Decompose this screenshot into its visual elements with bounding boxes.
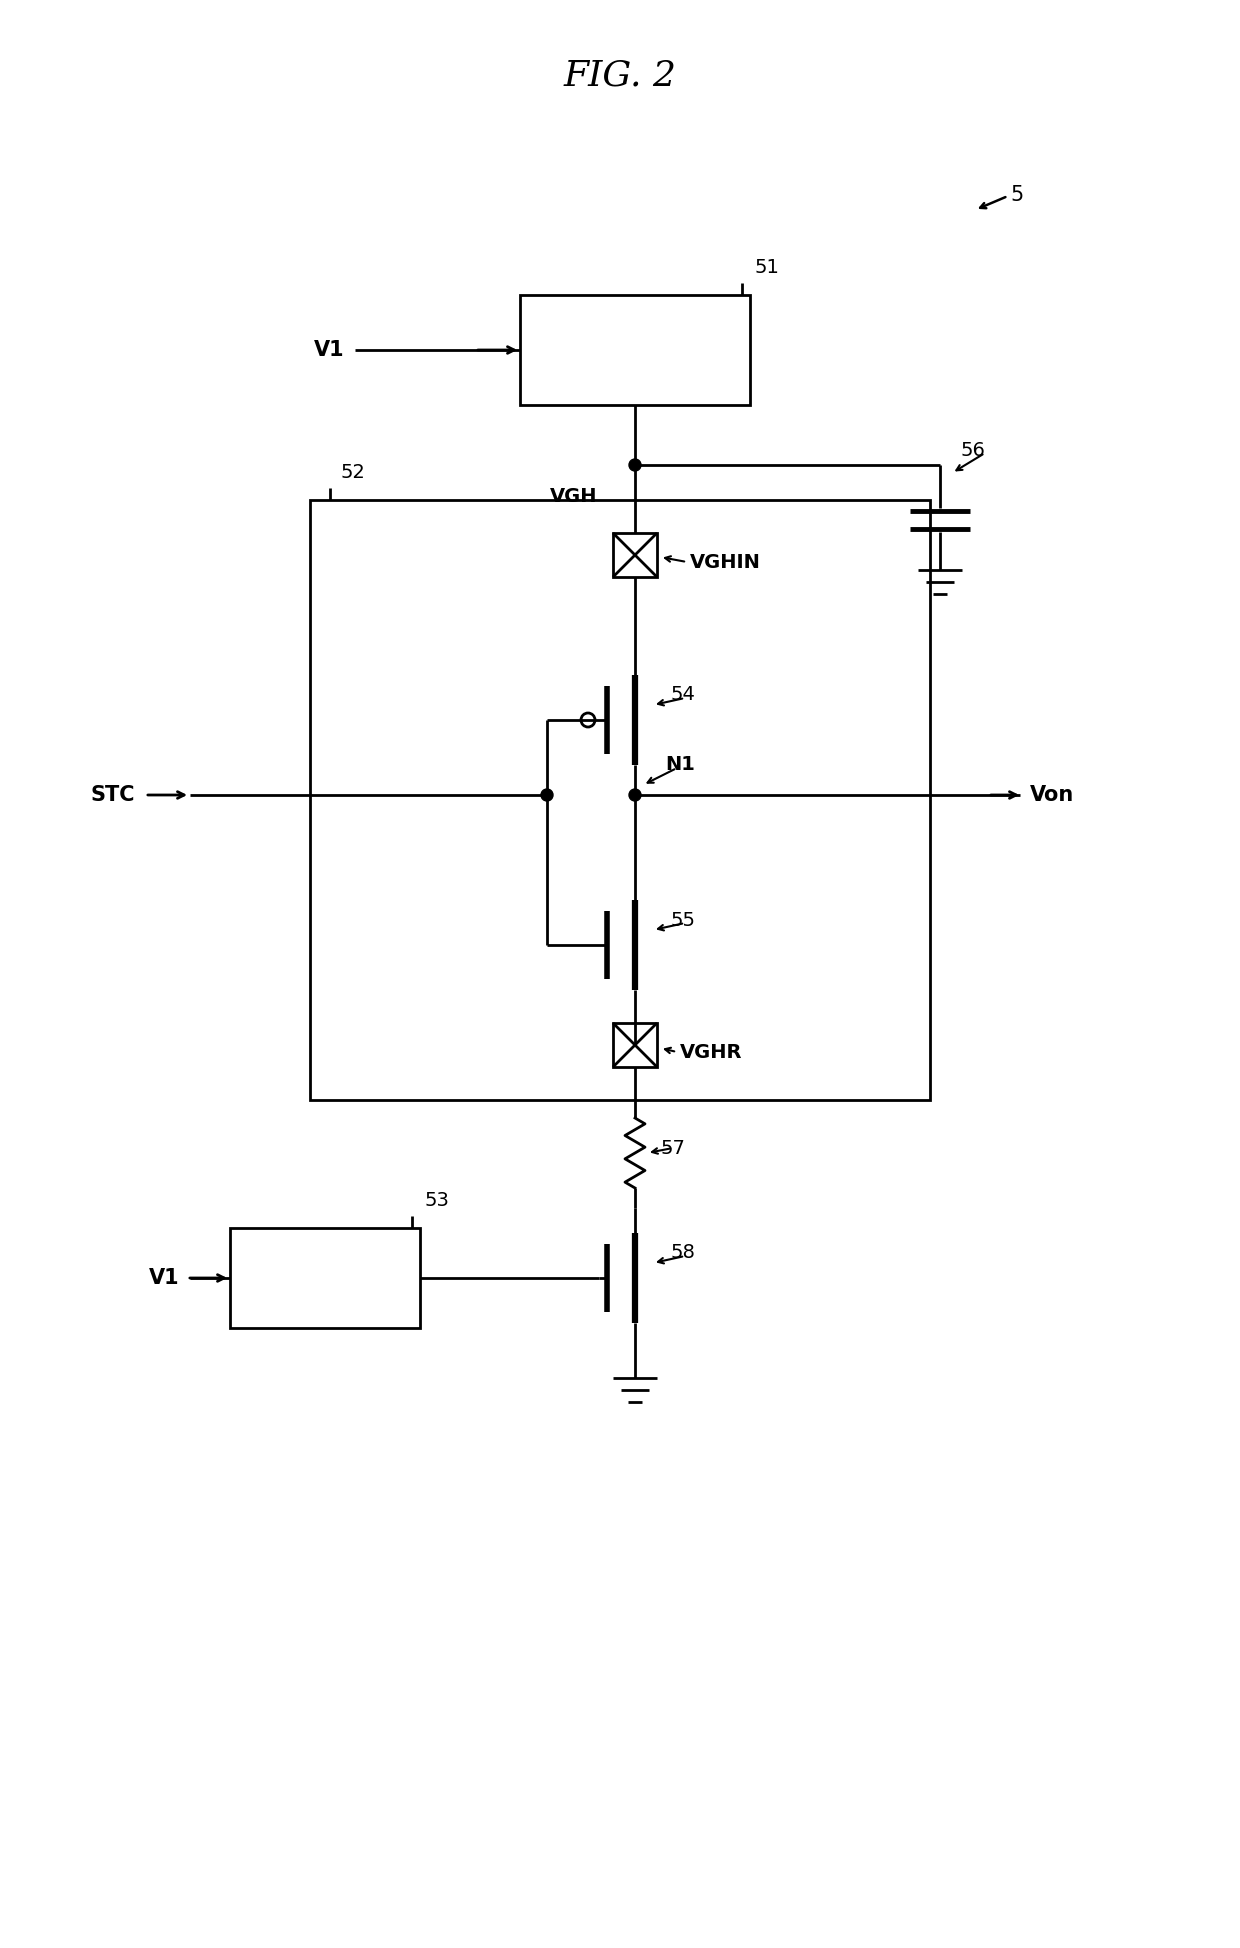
Bar — [613, 534, 657, 577]
Text: VGHR: VGHR — [680, 1044, 743, 1062]
Circle shape — [629, 460, 641, 471]
Bar — [613, 1023, 657, 1068]
Text: N1: N1 — [665, 756, 694, 775]
Text: 52: 52 — [340, 464, 365, 481]
Text: 58: 58 — [670, 1243, 694, 1262]
Text: 56: 56 — [960, 440, 985, 460]
Text: FIG. 2: FIG. 2 — [563, 58, 677, 92]
Text: 54: 54 — [670, 686, 694, 705]
Text: 51: 51 — [755, 257, 780, 277]
Bar — [229, 1227, 420, 1329]
Bar — [310, 501, 930, 1101]
Text: VGHIN: VGHIN — [689, 553, 761, 573]
Text: 53: 53 — [425, 1190, 450, 1210]
Text: VGH: VGH — [549, 487, 596, 506]
Text: 5: 5 — [1011, 185, 1023, 205]
Text: V1: V1 — [315, 341, 345, 360]
Text: 55: 55 — [670, 910, 694, 929]
Text: Von: Von — [1030, 785, 1074, 805]
Circle shape — [541, 789, 553, 801]
Text: STC: STC — [91, 785, 135, 805]
Text: 57: 57 — [660, 1138, 684, 1157]
Bar — [520, 294, 750, 405]
Circle shape — [629, 789, 641, 801]
Text: V1: V1 — [149, 1268, 180, 1288]
